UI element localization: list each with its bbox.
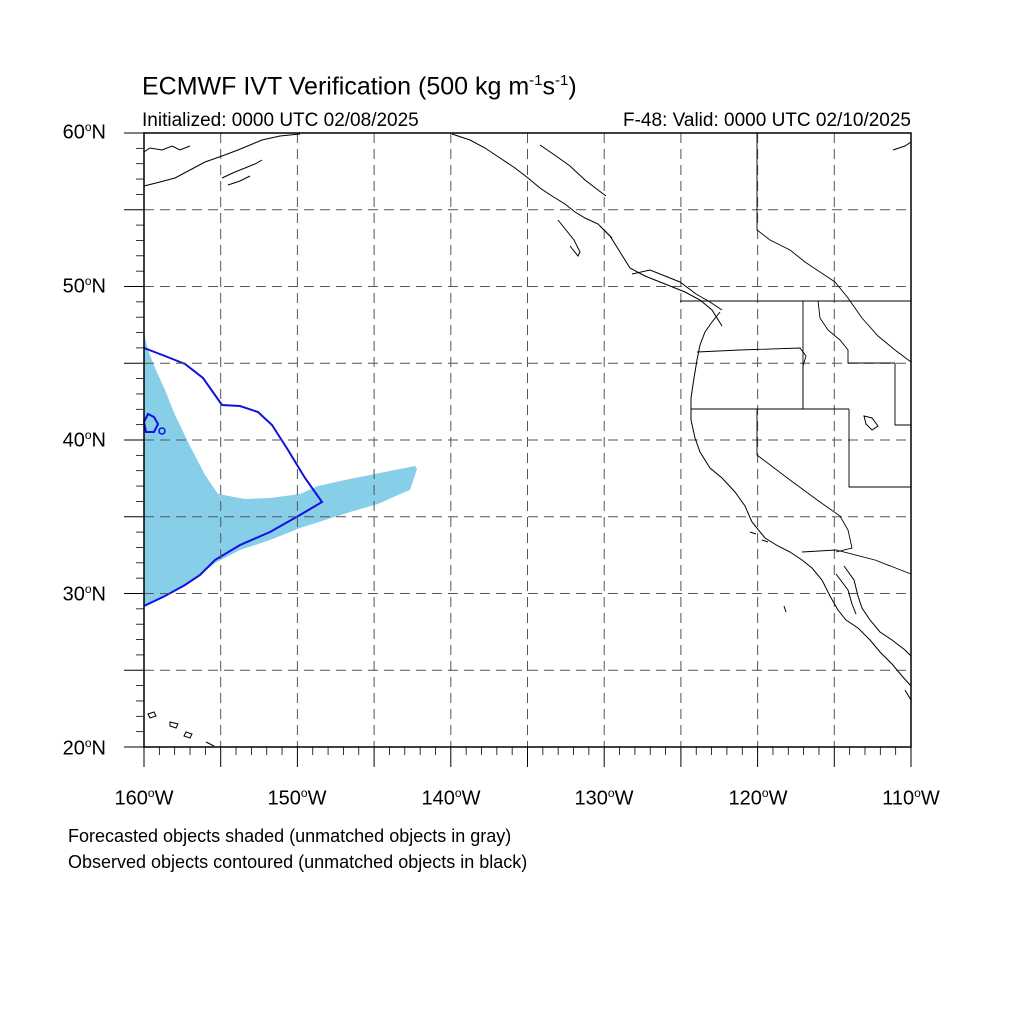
- political-borders: [680, 133, 912, 575]
- tick-marks: [124, 132, 912, 767]
- legend-note-observed: Observed objects contoured (unmatched ob…: [68, 852, 528, 872]
- lat-label-40n: 40oN: [62, 428, 106, 452]
- valid-time: F-48: Valid: 0000 UTC 02/10/2025: [623, 110, 911, 131]
- graticule: [144, 133, 911, 747]
- lon-label-120w: 120oW: [728, 786, 788, 810]
- lon-label-140w: 140oW: [421, 786, 481, 810]
- observed-contour-small: [142, 412, 160, 433]
- lon-label-150w: 150oW: [267, 786, 327, 810]
- initialized-time: Initialized: 0000 UTC 02/08/2025: [142, 110, 419, 131]
- lat-label-50n: 50oN: [62, 274, 106, 298]
- observed-contour: [143, 347, 324, 607]
- map-title: ECMWF IVT Verification (500 kg m-1s-1): [142, 72, 577, 101]
- minor-tick-marks: [136, 147, 897, 755]
- lon-label-110w: 110oW: [882, 786, 940, 810]
- lon-label-160w: 160oW: [114, 786, 174, 810]
- observed-contour-dot: [158, 427, 166, 435]
- lon-label-130w: 130oW: [574, 786, 634, 810]
- lat-label-60n: 60oN: [62, 120, 106, 144]
- legend-note-forecast: Forecasted objects shaded (unmatched obj…: [68, 826, 512, 846]
- lat-label-30n: 30oN: [62, 582, 106, 606]
- forecast-object: [144, 333, 417, 606]
- coastlines: [143, 133, 912, 747]
- lat-label-20n: 20oN: [62, 736, 106, 760]
